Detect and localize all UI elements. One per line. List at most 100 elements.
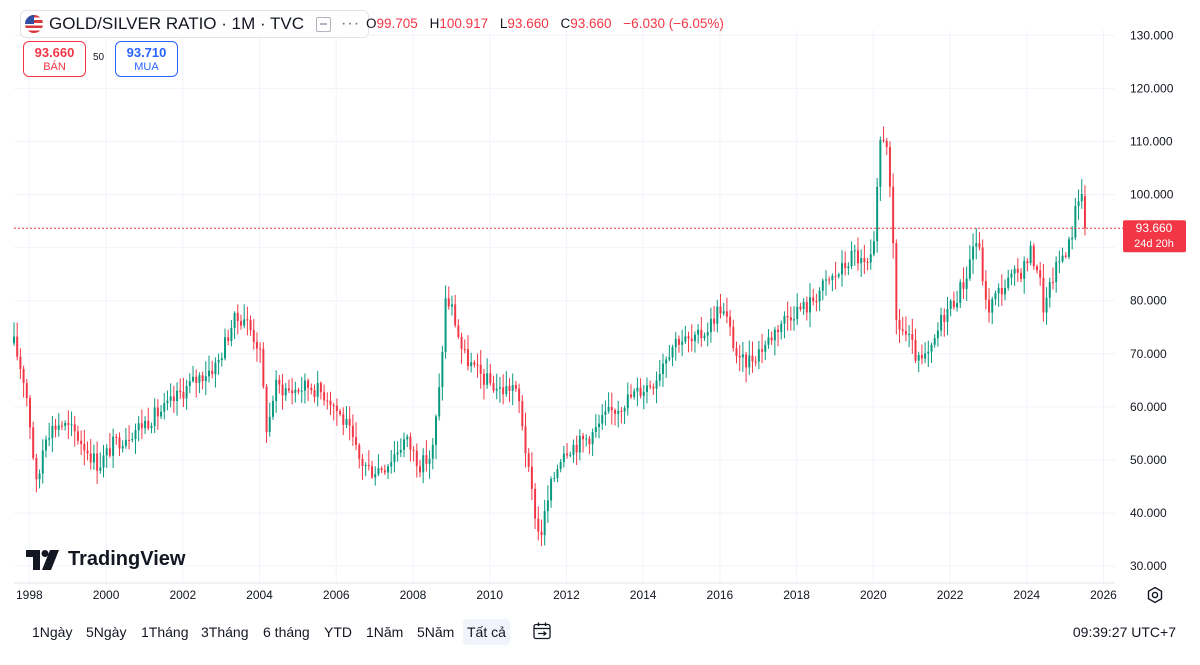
- candle-body: [67, 423, 70, 425]
- range-button[interactable]: YTD: [324, 624, 352, 640]
- candle-body: [393, 454, 396, 463]
- x-tick-label: 2020: [860, 588, 887, 602]
- candle-body: [687, 336, 690, 339]
- buy-button[interactable]: 93.710 MUA: [115, 41, 178, 77]
- collapse-icon[interactable]: [316, 16, 332, 32]
- candle-body: [527, 453, 530, 467]
- candle-body: [1058, 261, 1061, 263]
- candle-body: [339, 411, 342, 415]
- candle-body: [358, 444, 361, 459]
- candle-body: [674, 338, 677, 348]
- candle-body: [981, 247, 984, 282]
- spread-value: 50: [93, 52, 105, 63]
- range-button[interactable]: 1Năm: [366, 624, 404, 640]
- candle-body: [44, 439, 47, 451]
- candle-body: [153, 407, 156, 427]
- candle-body: [233, 312, 236, 328]
- x-tick-label: 2010: [476, 588, 503, 602]
- candle-body: [291, 390, 294, 394]
- candle-body: [262, 348, 265, 387]
- candle-body: [1016, 268, 1019, 273]
- y-axis: 130.000120.000110.000100.00090.00080.000…: [1130, 28, 1174, 573]
- candle-body: [185, 386, 188, 399]
- candle-body: [735, 348, 738, 356]
- candle-body: [502, 387, 505, 395]
- y-tick-label: 40.000: [1130, 506, 1167, 520]
- candle-body: [431, 444, 434, 459]
- y-tick-label: 50.000: [1130, 453, 1167, 467]
- candle-body: [546, 500, 549, 512]
- y-tick-label: 110.000: [1130, 134, 1173, 148]
- candle-body: [188, 381, 191, 387]
- range-button[interactable]: 5Ngày: [86, 624, 127, 640]
- candle-body: [450, 304, 453, 307]
- candle-body: [498, 387, 501, 389]
- candle-body: [911, 333, 914, 340]
- settings-gear-icon[interactable]: [1146, 586, 1164, 604]
- clock-timezone[interactable]: 09:39:27 UTC+7: [1072, 624, 1176, 640]
- candle-body: [844, 263, 847, 269]
- candle-body: [57, 425, 60, 430]
- range-button[interactable]: 3Tháng: [201, 624, 249, 640]
- candle-body: [463, 348, 466, 350]
- candle-body: [831, 275, 834, 281]
- date-range-icon[interactable]: [532, 621, 552, 641]
- candle-body: [1042, 277, 1045, 313]
- candle-body: [406, 436, 409, 440]
- symbol-header[interactable]: GOLD/SILVER RATIO · 1M · TVC ···: [20, 10, 370, 38]
- candle-body: [1077, 201, 1080, 207]
- candle-body: [745, 354, 748, 368]
- candle-body: [434, 416, 437, 445]
- x-tick-label: 2018: [783, 588, 810, 602]
- more-icon[interactable]: ···: [341, 15, 361, 32]
- candle-body: [447, 298, 450, 307]
- price-chart[interactable]: 130.000120.000110.000100.00090.00080.000…: [0, 0, 1200, 611]
- candle-body: [1013, 268, 1016, 274]
- range-button[interactable]: 5Năm: [417, 624, 455, 640]
- tradingview-logo[interactable]: TradingView: [26, 548, 185, 571]
- x-tick-label: 2012: [553, 588, 580, 602]
- range-button[interactable]: 6 tháng: [263, 624, 310, 640]
- candle-body: [930, 344, 933, 352]
- candle-body: [275, 379, 278, 401]
- candle-body: [594, 427, 597, 433]
- candle-body: [208, 370, 210, 377]
- range-button[interactable]: 1Ngày: [32, 624, 73, 640]
- range-button[interactable]: 1Tháng: [141, 624, 189, 640]
- y-tick-label: 60.000: [1130, 400, 1167, 414]
- candle-body: [329, 400, 332, 406]
- candle-body: [1061, 255, 1064, 262]
- sell-button[interactable]: 93.660 BÁN: [23, 41, 86, 77]
- candle-body: [850, 250, 853, 267]
- candle-body: [108, 448, 111, 456]
- candle-body: [869, 254, 872, 263]
- candle-body: [268, 416, 271, 433]
- candle-body: [706, 332, 709, 336]
- candle-body: [514, 385, 517, 389]
- candle-body: [1039, 270, 1042, 278]
- candle-body: [438, 387, 441, 417]
- logo-text: TradingView: [68, 548, 186, 570]
- candle-body: [828, 279, 831, 281]
- candle-body: [591, 432, 594, 445]
- candle-body: [569, 454, 572, 456]
- candle-body: [457, 325, 460, 337]
- candle-body: [140, 423, 143, 429]
- candle-body: [901, 329, 904, 331]
- candle-body: [1000, 287, 1003, 295]
- candle-body: [342, 414, 345, 425]
- open-label: O: [366, 16, 377, 31]
- candle-body: [51, 425, 54, 439]
- candle-body: [179, 390, 182, 393]
- candle-body: [1032, 245, 1035, 267]
- range-button[interactable]: Tất cả: [463, 619, 510, 645]
- candle-body: [96, 453, 99, 471]
- symbol-title[interactable]: GOLD/SILVER RATIO · 1M · TVC: [49, 14, 305, 33]
- candle-body: [649, 385, 652, 387]
- candle-body: [770, 337, 773, 341]
- candle-body: [64, 423, 67, 426]
- candle-body: [540, 531, 543, 536]
- candle-body: [38, 473, 41, 480]
- candle-body: [172, 396, 175, 402]
- candle-body: [201, 375, 204, 382]
